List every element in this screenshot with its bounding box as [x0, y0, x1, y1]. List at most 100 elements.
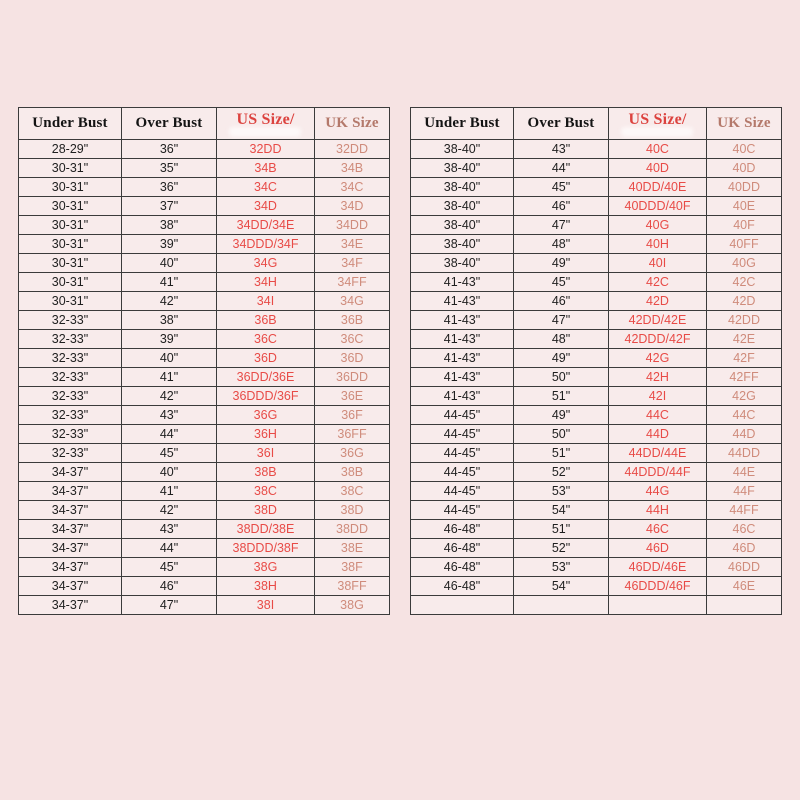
cell-uk-size: 44C: [706, 405, 782, 425]
cell-uk-size: 36D: [314, 348, 390, 368]
cell-us-size: 44H: [608, 500, 707, 520]
cell-us-size: [608, 595, 707, 615]
cell-over-bust: 46": [121, 576, 217, 596]
table-row: 46-48" 54" 46DDD/46F 46E: [410, 576, 782, 596]
cell-uk-size: 42G: [706, 386, 782, 406]
cell-over-bust: 36": [121, 139, 217, 159]
cell-uk-size: 38B: [314, 462, 390, 482]
cell-under-bust: 34-37": [18, 462, 122, 482]
table-row: 46-48" 51" 46C 46C: [410, 519, 782, 539]
cell-us-size: 40G: [608, 215, 707, 235]
cell-us-size: 40H: [608, 234, 707, 254]
cell-under-bust: 32-33": [18, 424, 122, 444]
column-header-us-size-label: US Size/: [628, 111, 687, 128]
cell-under-bust: 41-43": [410, 272, 514, 292]
cell-uk-size: 44FF: [706, 500, 782, 520]
cell-uk-size: 40D: [706, 158, 782, 178]
cell-under-bust: 46-48": [410, 576, 514, 596]
table-row: 41-43" 49" 42G 42F: [410, 348, 782, 368]
cell-under-bust: 44-45": [410, 500, 514, 520]
cell-under-bust: 44-45": [410, 424, 514, 444]
cell-over-bust: 54": [513, 500, 609, 520]
cell-us-size: 32DD: [216, 139, 315, 159]
cell-over-bust: 49": [513, 348, 609, 368]
table-row: 34-37" 42" 38D 38D: [18, 500, 390, 520]
cell-uk-size: 38D: [314, 500, 390, 520]
cell-under-bust: 30-31": [18, 234, 122, 254]
header-row: Under Bust Over Bust US Size/ UK Size: [410, 107, 782, 140]
cell-uk-size: 34FF: [314, 272, 390, 292]
cell-under-bust: 32-33": [18, 329, 122, 349]
cell-over-bust: 45": [513, 272, 609, 292]
cell-under-bust: 41-43": [410, 329, 514, 349]
table-row: 38-40" 44" 40D 40D: [410, 158, 782, 178]
cell-us-size: 36C: [216, 329, 315, 349]
cell-uk-size: 38DD: [314, 519, 390, 539]
table-row: 34-37" 46" 38H 38FF: [18, 576, 390, 596]
cell-us-size: 42D: [608, 291, 707, 311]
cell-over-bust: 45": [121, 443, 217, 463]
cell-us-size: 34B: [216, 158, 315, 178]
cell-us-size: 40DD/40E: [608, 177, 707, 197]
cell-over-bust: 51": [513, 519, 609, 539]
table-row: 38-40" 48" 40H 40FF: [410, 234, 782, 254]
cell-us-size: 34C: [216, 177, 315, 197]
cell-over-bust: 40": [121, 253, 217, 273]
cell-under-bust: 28-29": [18, 139, 122, 159]
cell-uk-size: 38E: [314, 538, 390, 558]
cell-us-size: 34H: [216, 272, 315, 292]
cell-us-size: 46D: [608, 538, 707, 558]
cell-uk-size: 38F: [314, 557, 390, 577]
cell-us-size: 40D: [608, 158, 707, 178]
cell-us-size: 36DD/36E: [216, 367, 315, 387]
cell-us-size: 34DD/34E: [216, 215, 315, 235]
cell-under-bust: 30-31": [18, 177, 122, 197]
cell-us-size: 36B: [216, 310, 315, 330]
column-header-uk-size: UK Size: [314, 107, 390, 140]
cell-under-bust: 30-31": [18, 196, 122, 216]
cell-over-bust: 42": [121, 500, 217, 520]
cell-uk-size: 42FF: [706, 367, 782, 387]
cell-uk-size: 34D: [314, 196, 390, 216]
cell-uk-size: 34F: [314, 253, 390, 273]
cell-us-size: 36H: [216, 424, 315, 444]
table-row: 44-45" 53" 44G 44F: [410, 481, 782, 501]
cell-over-bust: 35": [121, 158, 217, 178]
cell-over-bust: 45": [121, 557, 217, 577]
header-row: Under Bust Over Bust US Size/ UK Size: [18, 107, 390, 140]
cell-uk-size: [706, 595, 782, 615]
cell-uk-size: 36C: [314, 329, 390, 349]
column-header-us-size: US Size/: [608, 107, 707, 140]
cell-under-bust: 32-33": [18, 367, 122, 387]
cell-uk-size: 40C: [706, 139, 782, 159]
table-row: 44-45" 51" 44DD/44E 44DD: [410, 443, 782, 463]
table-row: 38-40" 45" 40DD/40E 40DD: [410, 177, 782, 197]
cell-us-size: 38H: [216, 576, 315, 596]
cell-uk-size: 40FF: [706, 234, 782, 254]
cell-us-size: 34D: [216, 196, 315, 216]
size-tables-container: Under Bust Over Bust US Size/ UK Size 28…: [18, 107, 782, 615]
cell-under-bust: 38-40": [410, 177, 514, 197]
cell-under-bust: 44-45": [410, 462, 514, 482]
cell-under-bust: 38-40": [410, 234, 514, 254]
cell-over-bust: 50": [513, 367, 609, 387]
table-row: 44-45" 50" 44D 44D: [410, 424, 782, 444]
cell-uk-size: 42D: [706, 291, 782, 311]
cell-uk-size: 34B: [314, 158, 390, 178]
cell-over-bust: 37": [121, 196, 217, 216]
cell-us-size: 44G: [608, 481, 707, 501]
cell-under-bust: 46-48": [410, 557, 514, 577]
table-row: 30-31" 39" 34DDD/34F 34E: [18, 234, 390, 254]
cell-over-bust: 50": [513, 424, 609, 444]
cell-over-bust: 46": [513, 291, 609, 311]
column-header-us-size: US Size/: [216, 107, 315, 140]
table-row: 46-48" 53" 46DD/46E 46DD: [410, 557, 782, 577]
cell-under-bust: 44-45": [410, 405, 514, 425]
table-row: 32-33" 41" 36DD/36E 36DD: [18, 367, 390, 387]
cell-under-bust: 34-37": [18, 481, 122, 501]
table-row: 38-40" 46" 40DDD/40F 40E: [410, 196, 782, 216]
cell-us-size: 38DD/38E: [216, 519, 315, 539]
cell-over-bust: 47": [513, 215, 609, 235]
cell-us-size: 46DDD/46F: [608, 576, 707, 596]
column-header-uk-size: UK Size: [706, 107, 782, 140]
